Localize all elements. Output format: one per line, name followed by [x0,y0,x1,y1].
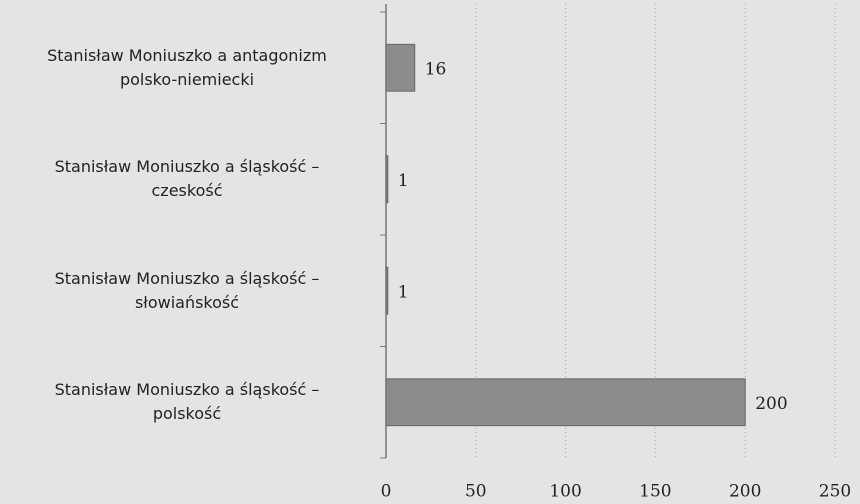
data-label: 200 [755,394,787,414]
bar [385,266,389,315]
bar [385,43,416,92]
x-tick-label: 200 [729,482,761,502]
x-tick-label: 250 [819,482,851,502]
x-tick-label: 150 [639,482,671,502]
data-label: 1 [398,171,409,191]
y-tick-label: Stanisław Moniuszko a śląskość – polskoś… [54,380,320,424]
x-tick-label: 50 [465,482,487,502]
y-tick-label: Stanisław Moniuszko a śląskość – czeskoś… [54,157,320,201]
data-label: 1 [398,282,409,302]
y-tick-label: Stanisław Moniuszko a antagonizm polsko-… [47,45,327,89]
x-tick-label: 100 [549,482,581,502]
x-tick-label: 0 [381,482,392,502]
bar [385,378,746,427]
data-label: 16 [425,59,447,79]
bar [385,155,389,204]
y-tick-label: Stanisław Moniuszko a śląskość – słowiań… [54,268,320,312]
